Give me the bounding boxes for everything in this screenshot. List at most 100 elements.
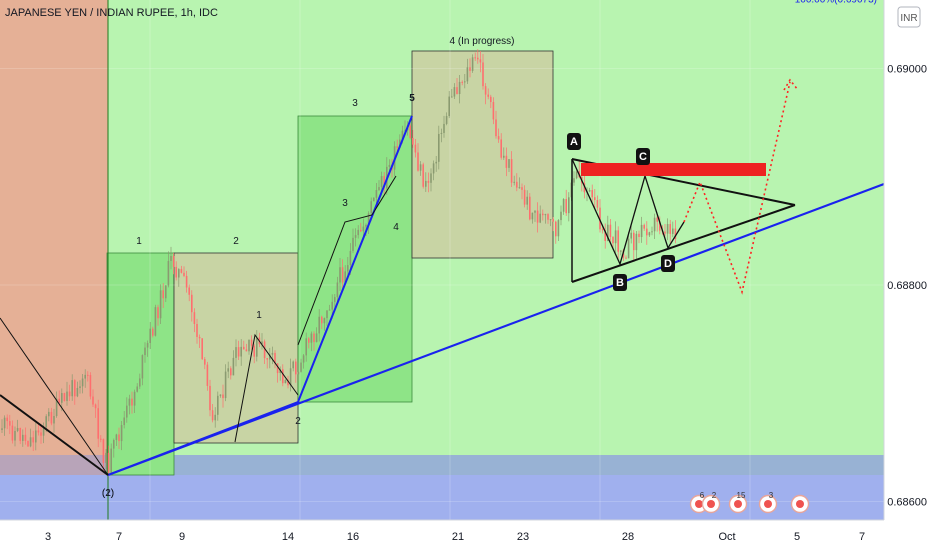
candle-body [107, 452, 110, 473]
candle-body [66, 391, 68, 401]
candle-body [555, 221, 557, 237]
candle-body [484, 86, 487, 95]
wave-label: 1 [136, 236, 142, 247]
event-count-label: 2 [712, 491, 717, 500]
candle-body [318, 316, 320, 334]
candle-body [404, 130, 406, 132]
candle-body [308, 338, 310, 343]
candle-body [154, 307, 157, 336]
candle-body [92, 396, 94, 405]
time-tick-label: 21 [452, 531, 464, 543]
candle-body [113, 440, 115, 449]
candle-body [643, 224, 645, 229]
candle-body [544, 214, 547, 216]
candle-body [9, 421, 11, 426]
candle-body [638, 233, 640, 238]
candle-body [560, 211, 562, 221]
candle-body [196, 324, 198, 337]
candle-body [640, 224, 643, 238]
pattern-marker-d [661, 255, 675, 272]
candle-body [617, 230, 619, 252]
candle-body [222, 394, 224, 399]
candle-body [76, 387, 79, 397]
candle-body [477, 57, 479, 60]
price-tick-label: 0.69000 [887, 64, 927, 76]
candles-group [1, 49, 677, 477]
candle-body [100, 438, 102, 440]
candle-body [79, 386, 81, 388]
candle-body [188, 287, 190, 295]
candle-body [287, 379, 289, 386]
candle-body [295, 361, 297, 375]
fib-level-label: 100.00%(0.69073) [795, 0, 877, 5]
candle-body [490, 96, 492, 103]
candle-body [105, 452, 107, 463]
currency-label[interactable]: INR [900, 13, 917, 24]
candle-body [250, 339, 253, 346]
candle-body [529, 196, 531, 220]
time-tick-label: Oct [718, 531, 735, 543]
candle-body [500, 139, 502, 158]
candle-body [443, 123, 445, 133]
candle-body [599, 207, 601, 230]
candle-body [37, 430, 40, 433]
candle-body [115, 434, 118, 441]
candle-body [300, 362, 302, 372]
candle-body [471, 57, 474, 71]
candle-body [237, 347, 240, 357]
wave-label: 2 [233, 236, 239, 247]
candle-body [635, 233, 638, 251]
candle-body [141, 355, 144, 379]
wave-label: 3 [342, 198, 348, 209]
support-zone [0, 475, 884, 520]
time-tick-label: 28 [622, 531, 634, 543]
candle-body [401, 130, 404, 140]
event-count-label: 6 [700, 491, 705, 500]
wave-label: 4 (In progress) [449, 36, 514, 47]
candle-body [354, 235, 357, 238]
candle-body [565, 199, 567, 214]
candle-body [503, 155, 505, 158]
candle-body [620, 250, 622, 252]
candle-body [97, 408, 99, 439]
candle-body [674, 228, 677, 239]
candle-body [120, 425, 123, 442]
candle-body [573, 178, 575, 183]
candle-body [276, 363, 279, 374]
resistance-zone [581, 163, 766, 176]
candle-body [664, 231, 666, 234]
candle-body [360, 229, 362, 232]
candle-body [388, 164, 391, 167]
event-marker-dot [796, 500, 804, 508]
candle-body [419, 164, 422, 171]
candle-body [146, 343, 149, 348]
candle-body [256, 337, 258, 357]
candle-body [331, 301, 333, 310]
candle-body [261, 341, 263, 345]
candle-body [152, 328, 154, 336]
candle-body [139, 378, 141, 387]
candle-body [209, 385, 211, 411]
candle-body [367, 213, 370, 225]
candle-body [336, 282, 339, 298]
candle-body [22, 434, 24, 441]
candle-body [614, 230, 617, 244]
candle-body [339, 267, 341, 283]
candle-body [607, 224, 609, 242]
candle-body [328, 309, 331, 311]
support-zone-band [0, 455, 884, 475]
candle-body [253, 345, 255, 357]
candle-body [487, 94, 489, 97]
candle-body [211, 410, 214, 421]
wave-label: (1) [102, 488, 114, 499]
pattern-marker-a [567, 133, 581, 150]
candle-body [48, 411, 50, 417]
pattern-point-label: A [570, 136, 578, 148]
candle-body [227, 368, 229, 372]
event-marker-dot [707, 500, 715, 508]
candle-body [321, 316, 323, 324]
price-tick-label: 0.68600 [887, 497, 927, 509]
candle-body [466, 67, 469, 82]
candle-body [11, 425, 14, 441]
